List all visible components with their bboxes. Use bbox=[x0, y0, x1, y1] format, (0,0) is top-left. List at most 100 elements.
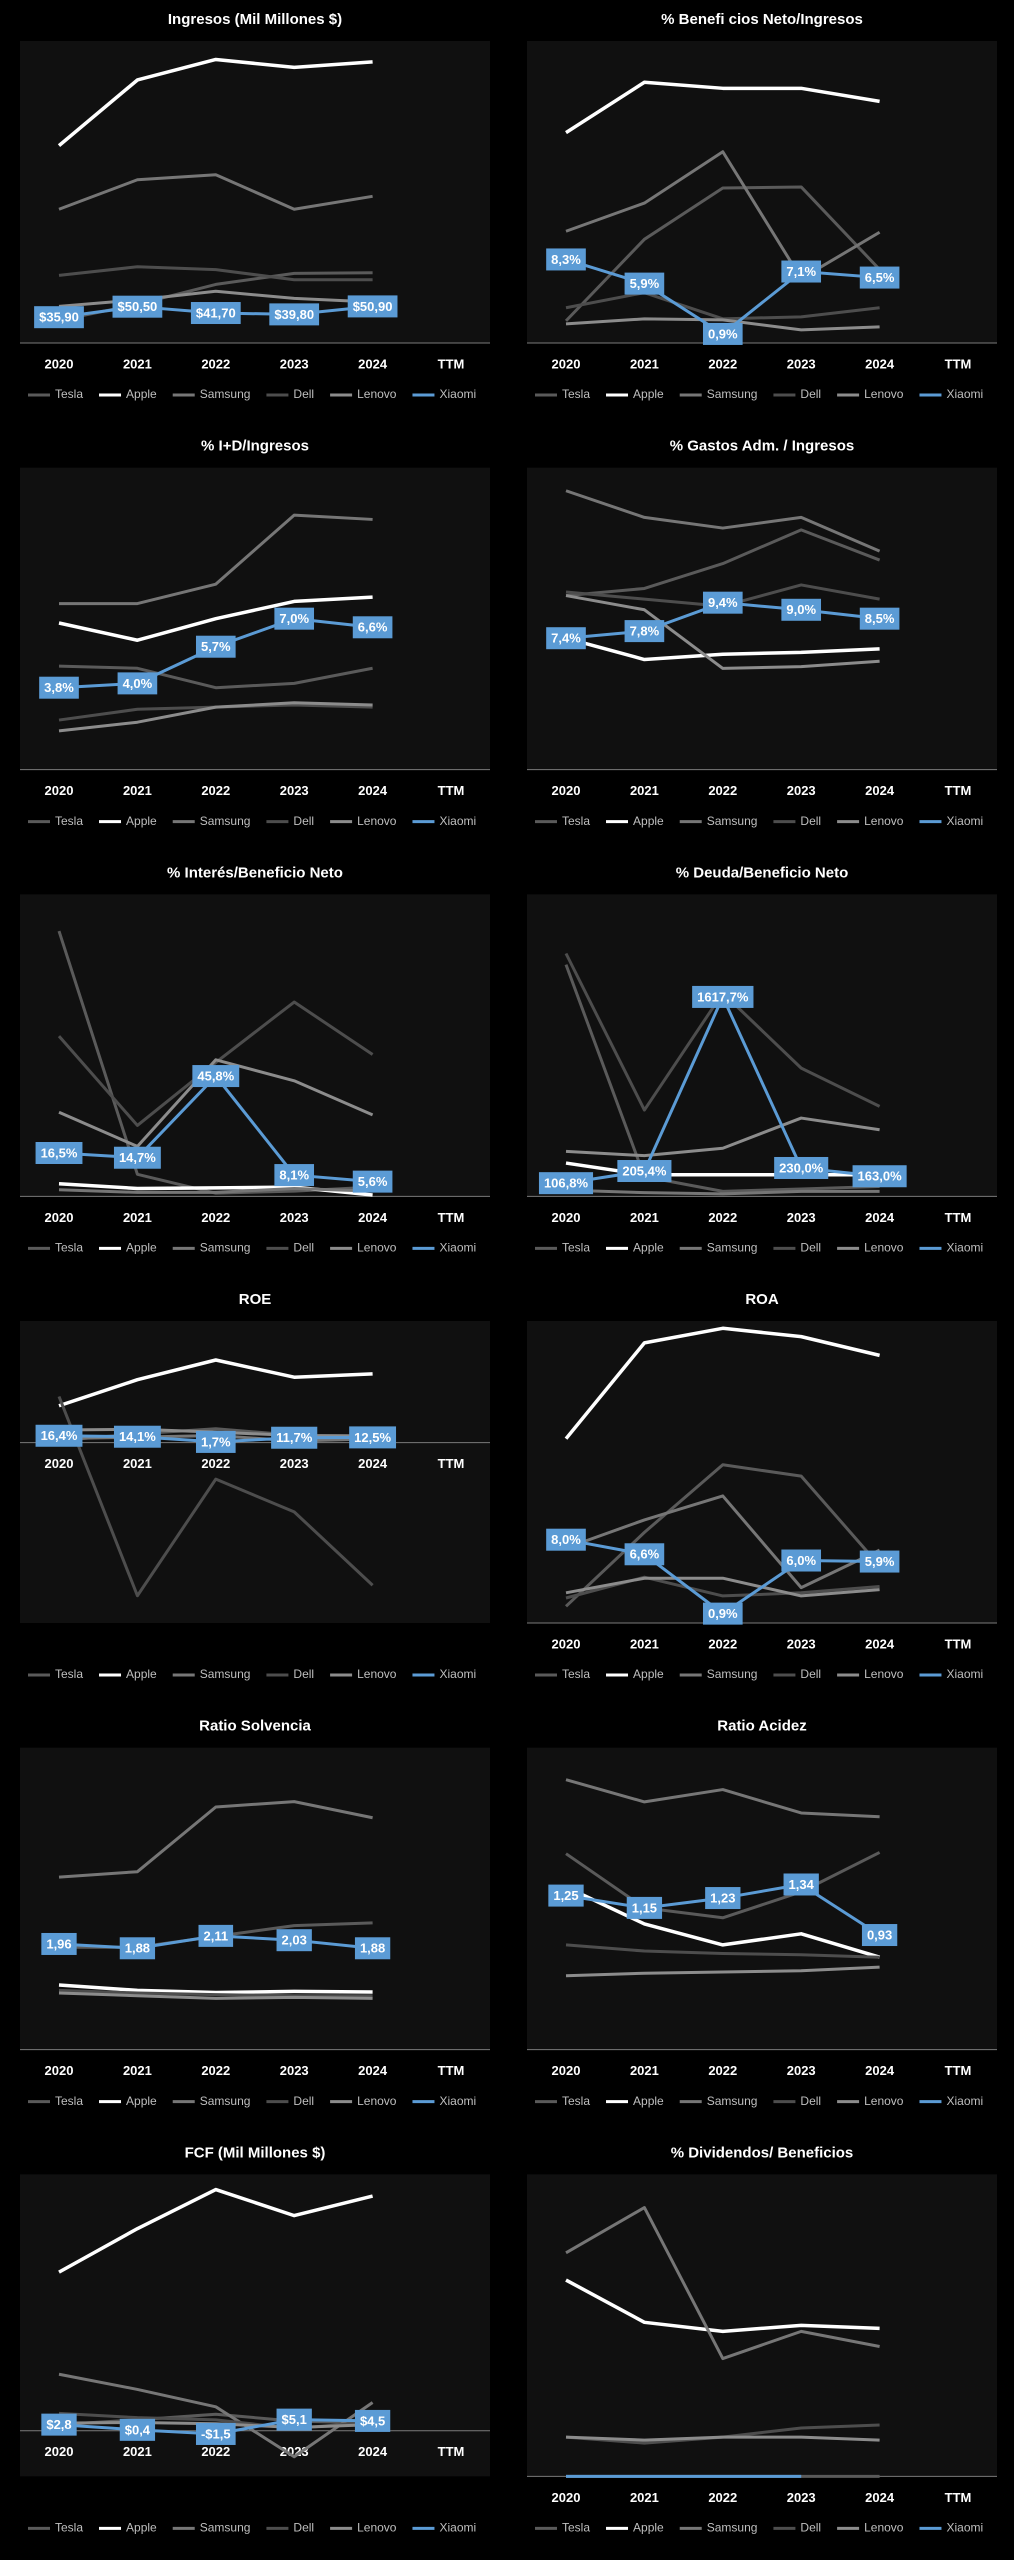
chart-title: % Interés/Beneficio Neto bbox=[167, 864, 343, 881]
plot-area bbox=[20, 894, 490, 1197]
series-line bbox=[58, 1988, 373, 1998]
chart-title: % Benefi cios Neto/Ingresos bbox=[661, 11, 863, 28]
x-tick-label: 2022 bbox=[201, 2063, 230, 2078]
data-label: 1,25 bbox=[553, 1888, 578, 1903]
data-label-box bbox=[548, 1884, 584, 1907]
data-label: 11,7% bbox=[276, 1430, 313, 1445]
data-label-box bbox=[274, 607, 315, 630]
data-label-box bbox=[859, 607, 900, 630]
series-line bbox=[565, 2206, 880, 2361]
legend-label: Dell bbox=[293, 814, 314, 828]
chart-panel: % Gastos Adm. / Ingresos 2020 2021 2022 2023… bbox=[527, 438, 997, 828]
legend-label: Xiaomi bbox=[439, 1667, 476, 1681]
series-line bbox=[565, 594, 880, 670]
x-tick-label: 2023 bbox=[280, 1210, 309, 1225]
x-tick-label: 2021 bbox=[123, 356, 152, 371]
data-label: 1,15 bbox=[632, 1900, 657, 1915]
chart-panel: FCF (Mil Millones $) 2020 2021 2022 2023 2024… bbox=[20, 2144, 490, 2535]
chart-panel: Ratio Acidez 2020 2021 2022 2023 2024 TTM 1,25 1… bbox=[527, 1718, 997, 2108]
data-label-box bbox=[861, 1924, 898, 1947]
data-label: 5,7% bbox=[201, 639, 231, 654]
data-label: 1,23 bbox=[710, 1890, 735, 1905]
legend-label: Samsung bbox=[200, 1241, 251, 1255]
data-label-box bbox=[705, 1887, 741, 1910]
data-label: -$1,5 bbox=[201, 2426, 231, 2441]
data-label: $2,8 bbox=[46, 2417, 71, 2432]
series-line bbox=[58, 1358, 373, 1408]
legend-label: Samsung bbox=[707, 2094, 758, 2108]
x-tick-label: 2021 bbox=[630, 1210, 659, 1225]
data-label-box bbox=[352, 1170, 393, 1193]
x-tick-label: 2023 bbox=[787, 356, 816, 371]
x-tick-label: 2024 bbox=[865, 783, 895, 798]
data-label-box bbox=[624, 620, 665, 643]
data-label: 9,4% bbox=[708, 595, 738, 610]
x-tick-label: 2024 bbox=[865, 1636, 895, 1651]
data-label: 2,03 bbox=[282, 1933, 307, 1948]
x-tick-label: 2020 bbox=[45, 2063, 74, 2078]
legend-label: Xiaomi bbox=[439, 2094, 476, 2108]
x-tick-label: 2022 bbox=[708, 1210, 737, 1225]
legend-label: Apple bbox=[633, 814, 664, 828]
series-line bbox=[565, 1188, 880, 1196]
plot-area bbox=[20, 1747, 490, 2050]
x-tick-label: 2024 bbox=[358, 2444, 388, 2459]
legend-label: Tesla bbox=[55, 2521, 83, 2535]
x-tick-label: 2023 bbox=[787, 1210, 816, 1225]
series-line bbox=[58, 664, 373, 690]
data-label-box bbox=[271, 1426, 318, 1449]
legend-label: Apple bbox=[126, 2094, 157, 2108]
series-line bbox=[565, 2278, 880, 2334]
series-line bbox=[565, 636, 880, 662]
data-label-box bbox=[276, 1929, 312, 1952]
legend-label: Lenovo bbox=[357, 814, 397, 828]
legend-label: Apple bbox=[633, 2521, 664, 2535]
x-tick-label: 2023 bbox=[787, 2490, 816, 2505]
series-line bbox=[565, 317, 880, 332]
data-label-box bbox=[781, 260, 822, 283]
legend-label: Dell bbox=[800, 2094, 821, 2108]
data-label-box bbox=[195, 2422, 236, 2445]
legend-label: Apple bbox=[633, 1667, 664, 1681]
data-label-box bbox=[117, 672, 158, 695]
x-tick-label: 2020 bbox=[552, 1210, 581, 1225]
legend-label: Dell bbox=[293, 2521, 314, 2535]
series-line bbox=[58, 2187, 374, 2274]
x-tick-label: 2020 bbox=[45, 783, 74, 798]
legend-label: Lenovo bbox=[864, 2094, 904, 2108]
data-label-box bbox=[617, 1160, 672, 1183]
data-label-box bbox=[538, 1172, 594, 1195]
x-tick-label: 2022 bbox=[201, 1456, 230, 1471]
data-label: 8,5% bbox=[865, 611, 895, 626]
chart-title: ROA bbox=[745, 1291, 779, 1308]
legend-label: Tesla bbox=[562, 387, 590, 401]
data-label: 7,1% bbox=[786, 264, 816, 279]
legend-label: Lenovo bbox=[864, 814, 904, 828]
series-line bbox=[57, 57, 373, 147]
x-tick-label: TTM bbox=[438, 1210, 465, 1225]
x-tick-label: TTM bbox=[438, 356, 465, 371]
data-label: 9,0% bbox=[786, 602, 816, 617]
x-tick-label: 2020 bbox=[552, 1636, 581, 1651]
data-label-box bbox=[119, 1937, 156, 1960]
series-line bbox=[565, 489, 881, 553]
legend-label: Tesla bbox=[562, 2521, 590, 2535]
legend-label: Xiaomi bbox=[946, 2521, 983, 2535]
x-tick-label: 2023 bbox=[280, 356, 309, 371]
data-label-box bbox=[113, 1425, 161, 1448]
data-label-box bbox=[276, 2408, 312, 2431]
series-line bbox=[565, 1116, 880, 1158]
data-label: 1,34 bbox=[789, 1877, 815, 1892]
data-label-box bbox=[354, 1937, 391, 1960]
x-tick-label: 2022 bbox=[708, 1636, 737, 1651]
series-line bbox=[565, 1851, 881, 1920]
series-line bbox=[58, 1058, 374, 1148]
data-label: $50,90 bbox=[353, 299, 393, 314]
data-label: 7,0% bbox=[279, 611, 309, 626]
data-label-box bbox=[41, 2413, 77, 2436]
data-label: $39,80 bbox=[274, 307, 314, 322]
series-line bbox=[565, 1778, 880, 1819]
legend-label: Dell bbox=[800, 387, 821, 401]
data-label: 6,0% bbox=[786, 1553, 816, 1568]
data-label: 8,1% bbox=[279, 1167, 309, 1182]
